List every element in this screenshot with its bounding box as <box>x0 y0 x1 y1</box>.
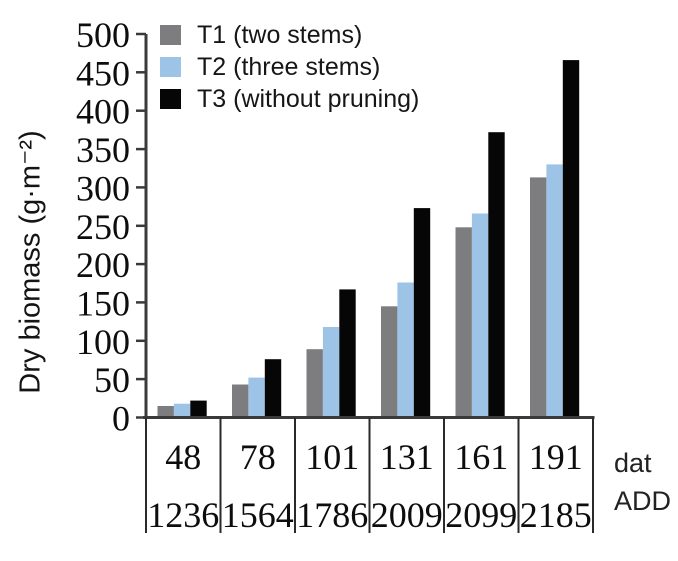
legend-item-t2: T2 (three stems) <box>160 53 419 81</box>
bar-t3-group3 <box>339 289 356 418</box>
bar-t2-group6 <box>546 164 563 418</box>
bar-t2-group3 <box>322 327 340 418</box>
legend-label-t1: T1 (two stems) <box>197 21 363 49</box>
bar-t3-group1 <box>190 400 207 418</box>
y-tick-label: 50 <box>94 360 130 400</box>
dat-value: 161 <box>454 437 508 477</box>
bar-t1-group6 <box>530 177 547 418</box>
dat-value: 131 <box>380 437 434 477</box>
legend-label-t2: T2 (three stems) <box>197 53 381 81</box>
legend-item-t1: T1 (two stems) <box>160 21 419 49</box>
legend-item-t3: T3 (without pruning) <box>160 85 420 113</box>
y-tick-label: 400 <box>76 92 130 132</box>
bar-t1-group2 <box>232 384 249 418</box>
add-value: 1564 <box>222 495 294 535</box>
y-tick-label: 100 <box>76 322 130 362</box>
y-tick-label: 500 <box>76 15 130 55</box>
bar-t1-group1 <box>157 406 174 418</box>
dat-value: 101 <box>305 437 359 477</box>
dat-value: 48 <box>165 437 201 477</box>
y-tick-label: 250 <box>76 207 130 247</box>
y-tick-label: 0 <box>112 398 130 438</box>
y-tick-label: 450 <box>76 53 130 93</box>
bar-t3-group4 <box>413 208 431 418</box>
row-label-dat: dat <box>614 448 652 478</box>
bar-t2-group4 <box>397 282 414 418</box>
bar-t2-group1 <box>173 403 191 418</box>
x-axis-row-labels: dat ADD <box>614 444 674 520</box>
bar-t3-group6 <box>562 60 580 418</box>
bar-t2-group5 <box>471 213 489 418</box>
bar-t3-group2 <box>264 359 282 418</box>
add-value: 2009 <box>371 495 443 535</box>
y-tick-label: 300 <box>76 168 130 208</box>
y-axis-title: Dry biomass (g·m⁻²) <box>14 130 47 394</box>
bar-t1-group3 <box>306 349 323 418</box>
legend-label-t3: T3 (without pruning) <box>197 85 420 113</box>
y-tick-label: 350 <box>76 130 130 170</box>
legend-swatch-t1 <box>160 25 181 45</box>
add-value: 2185 <box>520 495 592 535</box>
bar-t3-group5 <box>488 132 505 418</box>
row-label-add: ADD <box>614 486 672 516</box>
add-value: 1786 <box>296 495 368 535</box>
legend-swatch-t3 <box>160 89 181 109</box>
bar-t1-group4 <box>381 306 398 418</box>
y-tick-label: 200 <box>76 245 130 285</box>
y-tick-label: 150 <box>76 283 130 323</box>
bar-t1-group5 <box>455 227 472 418</box>
add-value: 2099 <box>445 495 517 535</box>
dat-value: 191 <box>529 437 583 477</box>
legend: T1 (two stems) T2 (three stems) T3 (with… <box>160 21 420 121</box>
bar-t2-group2 <box>248 377 265 418</box>
dat-value: 78 <box>240 437 276 477</box>
legend-swatch-t2 <box>160 57 181 77</box>
add-value: 1236 <box>147 495 219 535</box>
